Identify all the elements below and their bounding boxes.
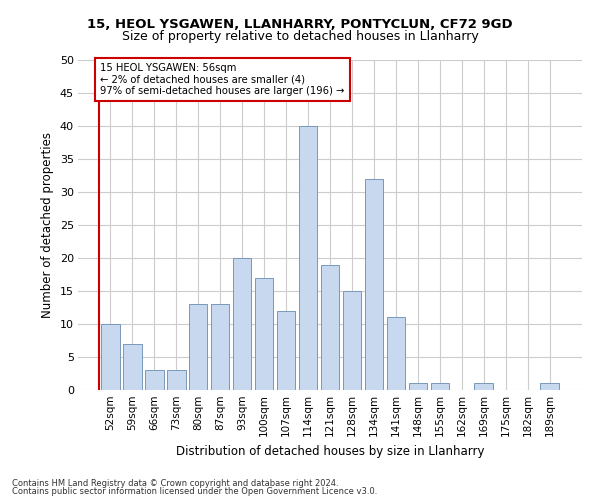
Bar: [386, 318, 405, 390]
Bar: [255, 278, 274, 390]
Bar: [320, 264, 340, 390]
Text: 15, HEOL YSGAWEN, LLANHARRY, PONTYCLUN, CF72 9GD: 15, HEOL YSGAWEN, LLANHARRY, PONTYCLUN, …: [87, 18, 513, 30]
Bar: [211, 304, 229, 390]
Bar: [541, 384, 559, 390]
Bar: [189, 304, 208, 390]
Text: Contains HM Land Registry data © Crown copyright and database right 2024.: Contains HM Land Registry data © Crown c…: [12, 478, 338, 488]
Bar: [167, 370, 185, 390]
Bar: [277, 311, 295, 390]
Bar: [409, 384, 427, 390]
Text: Contains public sector information licensed under the Open Government Licence v3: Contains public sector information licen…: [12, 487, 377, 496]
Bar: [233, 258, 251, 390]
Bar: [365, 179, 383, 390]
Text: Size of property relative to detached houses in Llanharry: Size of property relative to detached ho…: [122, 30, 478, 43]
Bar: [431, 384, 449, 390]
Bar: [145, 370, 164, 390]
Bar: [343, 291, 361, 390]
Bar: [123, 344, 142, 390]
Bar: [475, 384, 493, 390]
X-axis label: Distribution of detached houses by size in Llanharry: Distribution of detached houses by size …: [176, 444, 484, 458]
Text: 15 HEOL YSGAWEN: 56sqm
← 2% of detached houses are smaller (4)
97% of semi-detac: 15 HEOL YSGAWEN: 56sqm ← 2% of detached …: [100, 64, 345, 96]
Y-axis label: Number of detached properties: Number of detached properties: [41, 132, 54, 318]
Bar: [299, 126, 317, 390]
Bar: [101, 324, 119, 390]
